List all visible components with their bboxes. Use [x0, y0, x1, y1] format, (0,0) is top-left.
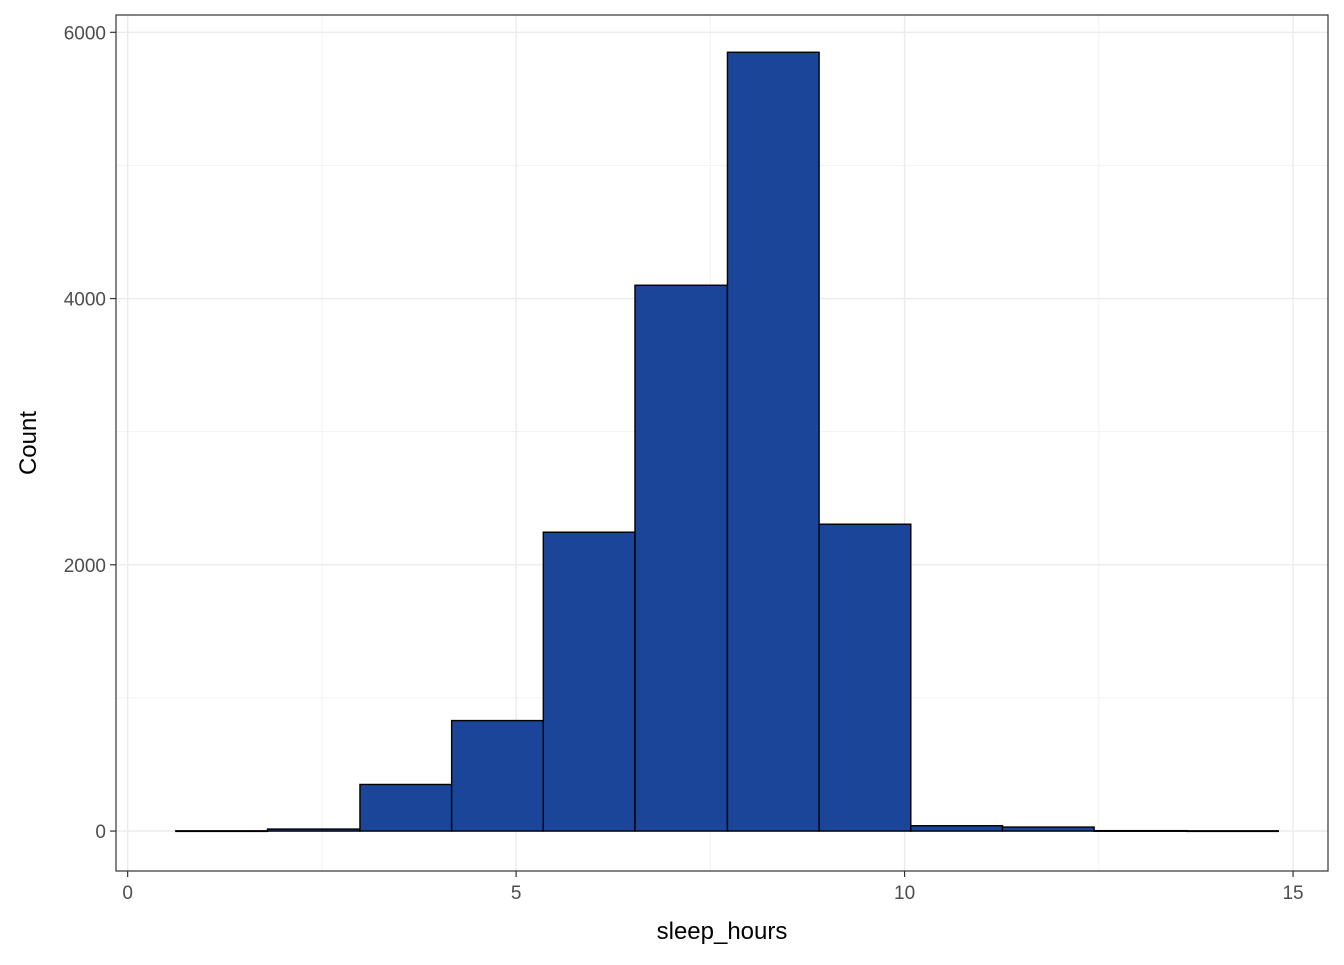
x-tick-label: 5	[511, 883, 522, 904]
axis-ticks: 0 5 10 15 0 2000 4000 6000	[64, 23, 1304, 904]
x-tick-label: 10	[894, 883, 915, 904]
histogram-bar	[450, 719, 545, 832]
x-tick-label: 0	[122, 883, 133, 904]
histogram-bar	[910, 825, 1004, 832]
histogram-bar	[1185, 830, 1279, 833]
y-tick-label: 2000	[64, 556, 106, 577]
histogram-bars	[175, 51, 1279, 833]
y-axis-title: Count	[15, 411, 42, 475]
histogram-bar	[818, 523, 912, 832]
histogram-bar	[1093, 829, 1188, 832]
histogram-bar	[359, 783, 453, 832]
histogram-bar	[266, 828, 361, 832]
y-tick-label: 4000	[64, 290, 106, 311]
y-tick-label: 6000	[64, 23, 106, 44]
histogram-bar	[726, 51, 820, 832]
histogram-bar	[175, 830, 269, 833]
histogram-bar	[542, 531, 636, 832]
panel-border	[115, 14, 1329, 872]
histogram-bar	[1001, 826, 1095, 832]
histogram-bar	[634, 284, 729, 832]
x-tick-label: 15	[1282, 883, 1303, 904]
y-tick-label: 0	[95, 822, 106, 843]
x-axis-title: sleep_hours	[657, 918, 788, 945]
